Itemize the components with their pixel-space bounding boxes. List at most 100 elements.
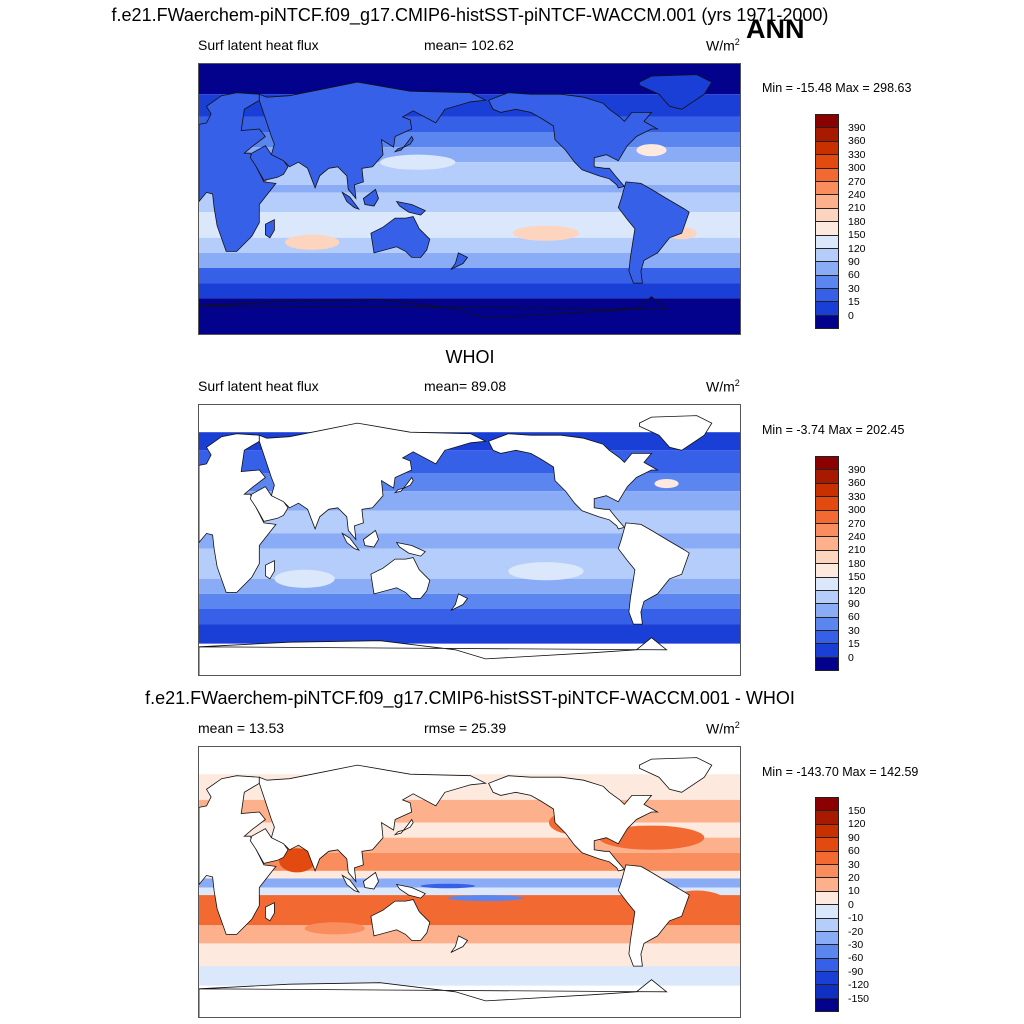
colorbar-swatch	[815, 863, 839, 879]
coastline-greenland	[638, 415, 713, 451]
ocean-field-band	[199, 184, 740, 193]
coastline-japan	[393, 476, 414, 494]
colorbar-swatch	[815, 288, 839, 303]
colorbar-swatch	[815, 234, 839, 249]
colorbar-tick-label: 180	[848, 215, 866, 228]
colorbar-swatch	[815, 549, 839, 565]
coastline-asia	[258, 81, 488, 200]
colorbar-swatch	[815, 576, 839, 591]
colorbar-tick-label: 15	[848, 296, 860, 309]
colorbar-tick-label: 0	[848, 651, 854, 664]
coastline-south-america	[617, 522, 690, 625]
colorbar-tick-label: 60	[848, 611, 860, 624]
field-anomaly-blob	[508, 562, 584, 581]
coastline-new-zealand	[450, 252, 469, 270]
colorbar-swatch	[815, 917, 839, 932]
colorbar-tick-label: 390	[848, 463, 866, 476]
coastline-europe-africa	[199, 775, 277, 935]
coastline-australia	[370, 216, 431, 258]
coastline-sumatra	[341, 532, 360, 551]
colorbar-tick-label: 240	[848, 530, 866, 543]
colorbar-swatch	[815, 603, 839, 618]
colorbar-swatch	[815, 616, 839, 632]
ocean-field-band	[199, 283, 740, 299]
panel1-variable-label: Surf latent heat flux	[198, 37, 319, 53]
ocean-field-band	[199, 878, 740, 888]
coastline-greenland	[638, 74, 713, 110]
coastline-greenland	[638, 757, 713, 793]
ocean-field-band	[199, 252, 740, 268]
field-anomaly-blob	[447, 895, 524, 902]
colorbar-swatch	[815, 823, 839, 839]
colorbar-swatch	[815, 314, 839, 330]
coastline-new-zealand	[450, 935, 469, 953]
coastline-borneo	[362, 871, 379, 890]
panel3-colorbar	[815, 797, 839, 1013]
colorbar-swatch	[815, 274, 839, 290]
colorbar-swatch	[815, 522, 839, 538]
colorbar-swatch	[815, 890, 839, 906]
colorbar-tick-label: 150	[848, 229, 866, 242]
panel2-title: WHOI	[445, 347, 495, 367]
panel2-map	[198, 404, 741, 676]
colorbar-tick-label: 10	[848, 885, 860, 898]
colorbar-tick-label: 120	[848, 584, 866, 597]
colorbar-tick-label: 390	[848, 121, 866, 134]
panel2-colorbar	[815, 456, 839, 672]
colorbar-tick-label: 330	[848, 148, 866, 161]
coastline-borneo	[362, 529, 379, 548]
colorbar-tick-label: -150	[848, 992, 870, 1005]
colorbar-swatch	[815, 509, 839, 524]
colorbar-tick-label: 180	[848, 557, 866, 570]
colorbar-swatch	[815, 140, 839, 156]
panel1-mean-label: mean= 102.62	[424, 37, 514, 53]
colorbar-swatch	[815, 207, 839, 223]
colorbar-tick-label: 15	[848, 638, 860, 651]
ocean-field-band	[199, 593, 740, 609]
coastline-south-america	[617, 864, 690, 967]
colorbar-swatch	[815, 301, 839, 316]
coastline-antarctica	[199, 637, 668, 675]
colorbar-swatch	[815, 114, 839, 129]
ocean-field-band	[199, 943, 740, 967]
colorbar-tick-label: 0	[848, 309, 854, 322]
panel3-map	[198, 746, 741, 1018]
colorbar-tick-label: -30	[848, 938, 864, 951]
ocean-field-band	[199, 870, 740, 879]
colorbar-tick-label: -10	[848, 912, 864, 925]
coastline-europe-africa	[199, 433, 277, 593]
field-anomaly-blob	[380, 154, 456, 170]
ocean-field-band	[199, 887, 740, 896]
colorbar-swatch	[815, 180, 839, 196]
colorbar-swatch	[815, 643, 839, 658]
colorbar-swatch	[815, 630, 839, 645]
panel3-units: W/m2	[706, 720, 740, 737]
coastline-south-america	[617, 181, 690, 284]
colorbar-tick-label: 210	[848, 544, 866, 557]
field-anomaly-blob	[278, 848, 316, 873]
colorbar-tick-label: 60	[848, 269, 860, 282]
colorbar-swatch	[815, 656, 839, 672]
colorbar-tick-label: 20	[848, 871, 860, 884]
colorbar-swatch	[815, 469, 839, 484]
colorbar-swatch	[815, 971, 839, 986]
colorbar-tick-label: 90	[848, 831, 860, 844]
colorbar-tick-label: 150	[848, 804, 866, 817]
coastline-sumatra	[341, 191, 360, 210]
colorbar-swatch	[815, 797, 839, 812]
coastline-antarctica	[199, 296, 668, 334]
colorbar-swatch	[815, 167, 839, 182]
colorbar-tick-label: 60	[848, 845, 860, 858]
colorbar-swatch	[815, 850, 839, 865]
main-title: f.e21.FWaerchem-piNTCF.f09_g17.CMIP6-his…	[111, 5, 829, 25]
colorbar-tick-label: 120	[848, 818, 866, 831]
coastline-arabia	[249, 145, 289, 181]
coastline-borneo	[362, 188, 379, 207]
coastline-new-guinea	[395, 200, 426, 216]
coastline-australia	[370, 557, 431, 599]
panel3-minmax: Min = -143.70 Max = 142.59	[762, 765, 919, 779]
field-anomaly-blob	[274, 569, 335, 588]
colorbar-swatch	[815, 837, 839, 852]
colorbar-swatch	[815, 904, 839, 919]
colorbar-tick-label: 360	[848, 135, 866, 148]
